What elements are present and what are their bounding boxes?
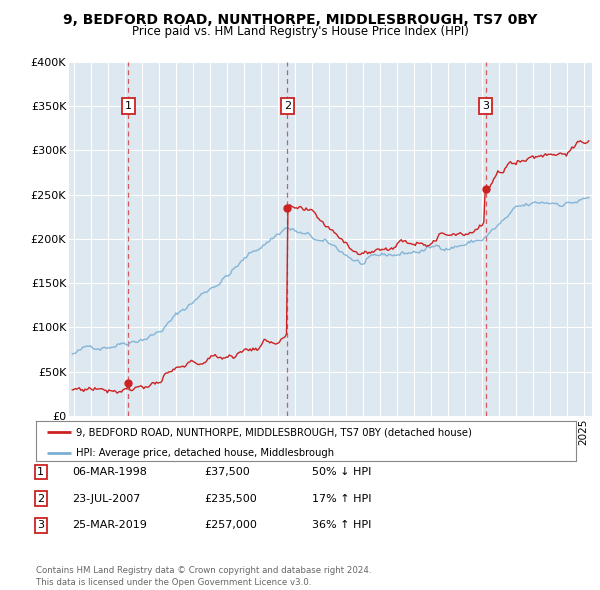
Text: 17% ↑ HPI: 17% ↑ HPI: [312, 494, 371, 503]
Text: 9, BEDFORD ROAD, NUNTHORPE, MIDDLESBROUGH, TS7 0BY: 9, BEDFORD ROAD, NUNTHORPE, MIDDLESBROUG…: [63, 13, 537, 27]
Text: 9, BEDFORD ROAD, NUNTHORPE, MIDDLESBROUGH, TS7 0BY (detached house): 9, BEDFORD ROAD, NUNTHORPE, MIDDLESBROUG…: [77, 427, 472, 437]
Text: 1: 1: [125, 101, 131, 111]
Text: 23-JUL-2007: 23-JUL-2007: [72, 494, 140, 503]
Text: Price paid vs. HM Land Registry's House Price Index (HPI): Price paid vs. HM Land Registry's House …: [131, 25, 469, 38]
Text: 06-MAR-1998: 06-MAR-1998: [72, 467, 147, 477]
Text: 2: 2: [284, 101, 291, 111]
Text: HPI: Average price, detached house, Middlesbrough: HPI: Average price, detached house, Midd…: [77, 448, 335, 458]
Text: 1: 1: [37, 467, 44, 477]
Text: £37,500: £37,500: [204, 467, 250, 477]
Text: 25-MAR-2019: 25-MAR-2019: [72, 520, 147, 530]
Text: 3: 3: [482, 101, 489, 111]
Text: 3: 3: [37, 520, 44, 530]
Text: 50% ↓ HPI: 50% ↓ HPI: [312, 467, 371, 477]
Text: Contains HM Land Registry data © Crown copyright and database right 2024.
This d: Contains HM Land Registry data © Crown c…: [36, 566, 371, 587]
Text: 2: 2: [37, 494, 44, 503]
Text: £235,500: £235,500: [204, 494, 257, 503]
Text: 36% ↑ HPI: 36% ↑ HPI: [312, 520, 371, 530]
Text: £257,000: £257,000: [204, 520, 257, 530]
